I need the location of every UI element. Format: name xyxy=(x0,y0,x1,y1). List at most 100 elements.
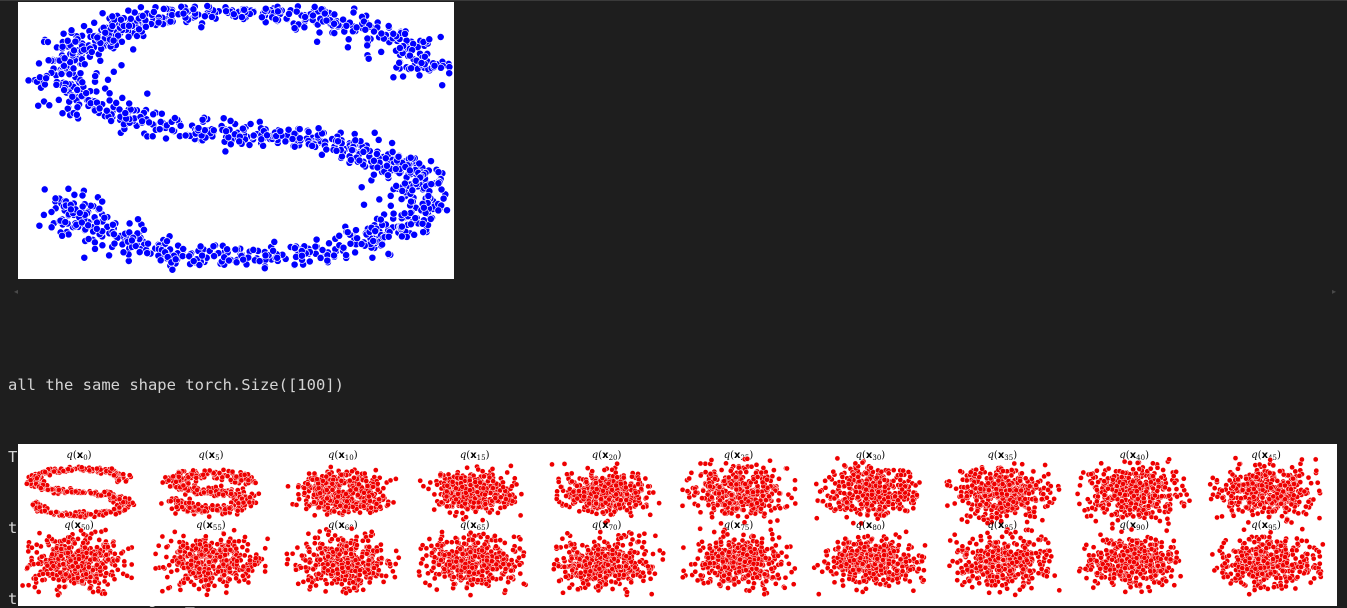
scatter-point xyxy=(198,115,207,124)
scatter-point xyxy=(1011,460,1018,467)
scatter-point xyxy=(355,481,362,488)
scatter-point xyxy=(419,203,428,212)
scatter-point xyxy=(70,190,79,199)
scatter-point xyxy=(876,479,883,486)
scatter-point xyxy=(357,240,366,248)
scatter-point xyxy=(78,78,87,87)
scatter-point xyxy=(737,469,744,476)
scatter-point xyxy=(331,508,338,515)
scatter-point xyxy=(361,489,367,496)
scatter-point xyxy=(1160,467,1166,473)
scatter-point xyxy=(148,132,157,141)
panel-title: q(x35) xyxy=(988,450,1018,462)
scatter-point xyxy=(390,499,397,506)
scatter-point xyxy=(993,490,1000,497)
scatter-point xyxy=(482,491,488,498)
scroll-left-icon[interactable]: ◂ xyxy=(14,287,19,296)
scatter-point xyxy=(166,17,175,26)
scatter-point xyxy=(117,37,126,46)
scatter-point xyxy=(338,471,345,478)
scatter-point xyxy=(220,491,226,498)
scatter-point xyxy=(712,476,718,482)
scatter-point xyxy=(957,468,964,475)
scroll-right-icon[interactable]: ▸ xyxy=(1332,287,1337,296)
scatter-point xyxy=(249,131,258,140)
scatter-point xyxy=(382,161,391,170)
scatter-point xyxy=(90,18,99,27)
scatter-point xyxy=(141,22,150,31)
scatter-point xyxy=(568,470,575,477)
scatter-point xyxy=(159,4,168,13)
scatter-point xyxy=(116,496,123,503)
scatter-point xyxy=(486,509,493,516)
scatter-point xyxy=(27,477,34,484)
scatter-point xyxy=(235,500,242,507)
scatter-point xyxy=(391,165,400,173)
scatter-point xyxy=(30,501,36,508)
scatter-point xyxy=(609,487,615,493)
scatter-point xyxy=(370,128,379,137)
scatter-point xyxy=(977,486,984,492)
scatter-point xyxy=(67,26,76,35)
scatter-point xyxy=(472,479,479,485)
scatter-point xyxy=(455,491,461,497)
scatter-point xyxy=(249,245,258,254)
scatter-point xyxy=(372,467,379,473)
s-curve-points xyxy=(24,2,454,274)
scatter-point xyxy=(105,89,114,98)
scatter-point xyxy=(229,468,236,475)
scatter-point xyxy=(1165,520,1172,527)
scatter-point xyxy=(878,468,885,475)
scatter-point xyxy=(101,84,110,93)
scatter-point xyxy=(63,36,72,45)
scatter-point xyxy=(944,502,951,509)
scatter-point xyxy=(91,72,100,81)
scatter-point xyxy=(563,493,569,499)
scatter-point xyxy=(156,256,165,265)
scatter-point xyxy=(337,502,344,509)
scatter-point xyxy=(295,491,302,498)
scatter-point xyxy=(750,489,756,496)
scatter-point xyxy=(424,191,433,200)
scatter-point xyxy=(357,183,366,192)
scatter-point xyxy=(501,504,508,510)
scatter-point xyxy=(1092,518,1099,524)
scatter-point xyxy=(173,504,180,510)
scatter-point xyxy=(44,56,53,65)
scatter-point xyxy=(64,488,71,495)
scatter-point xyxy=(692,489,699,496)
scatter-point xyxy=(377,47,386,56)
scatter-point xyxy=(118,93,127,102)
scatter-point xyxy=(443,488,450,495)
scatter-point xyxy=(766,493,772,500)
scatter-point xyxy=(642,475,649,482)
scatter-point xyxy=(311,499,317,505)
scatter-point xyxy=(178,252,187,261)
scatter-point xyxy=(1039,517,1046,524)
scatter-point xyxy=(234,507,241,514)
scatter-point xyxy=(127,236,136,245)
scatter-point xyxy=(475,499,482,506)
scatter-point xyxy=(162,134,170,143)
scatter-point xyxy=(863,495,870,502)
scatter-point xyxy=(109,67,118,76)
scatter-point xyxy=(121,109,130,118)
scatter-point xyxy=(482,501,489,507)
scatter-point xyxy=(200,12,209,21)
scatter-point xyxy=(405,51,414,60)
scatter-point xyxy=(411,214,420,223)
scatter-point xyxy=(120,471,127,478)
scatter-point xyxy=(143,249,152,258)
scatter-point xyxy=(718,467,725,473)
scatter-point xyxy=(760,465,767,471)
scatter-point xyxy=(316,253,325,262)
scatter-point xyxy=(1024,519,1030,525)
scatter-point xyxy=(214,507,220,513)
scatter-point xyxy=(200,489,207,496)
scatter-point xyxy=(232,258,241,267)
scatter-point xyxy=(305,257,314,266)
scatter-point xyxy=(65,466,72,473)
scatter-point xyxy=(325,239,333,248)
scatter-point xyxy=(1174,493,1180,500)
scatter-point xyxy=(415,71,424,80)
